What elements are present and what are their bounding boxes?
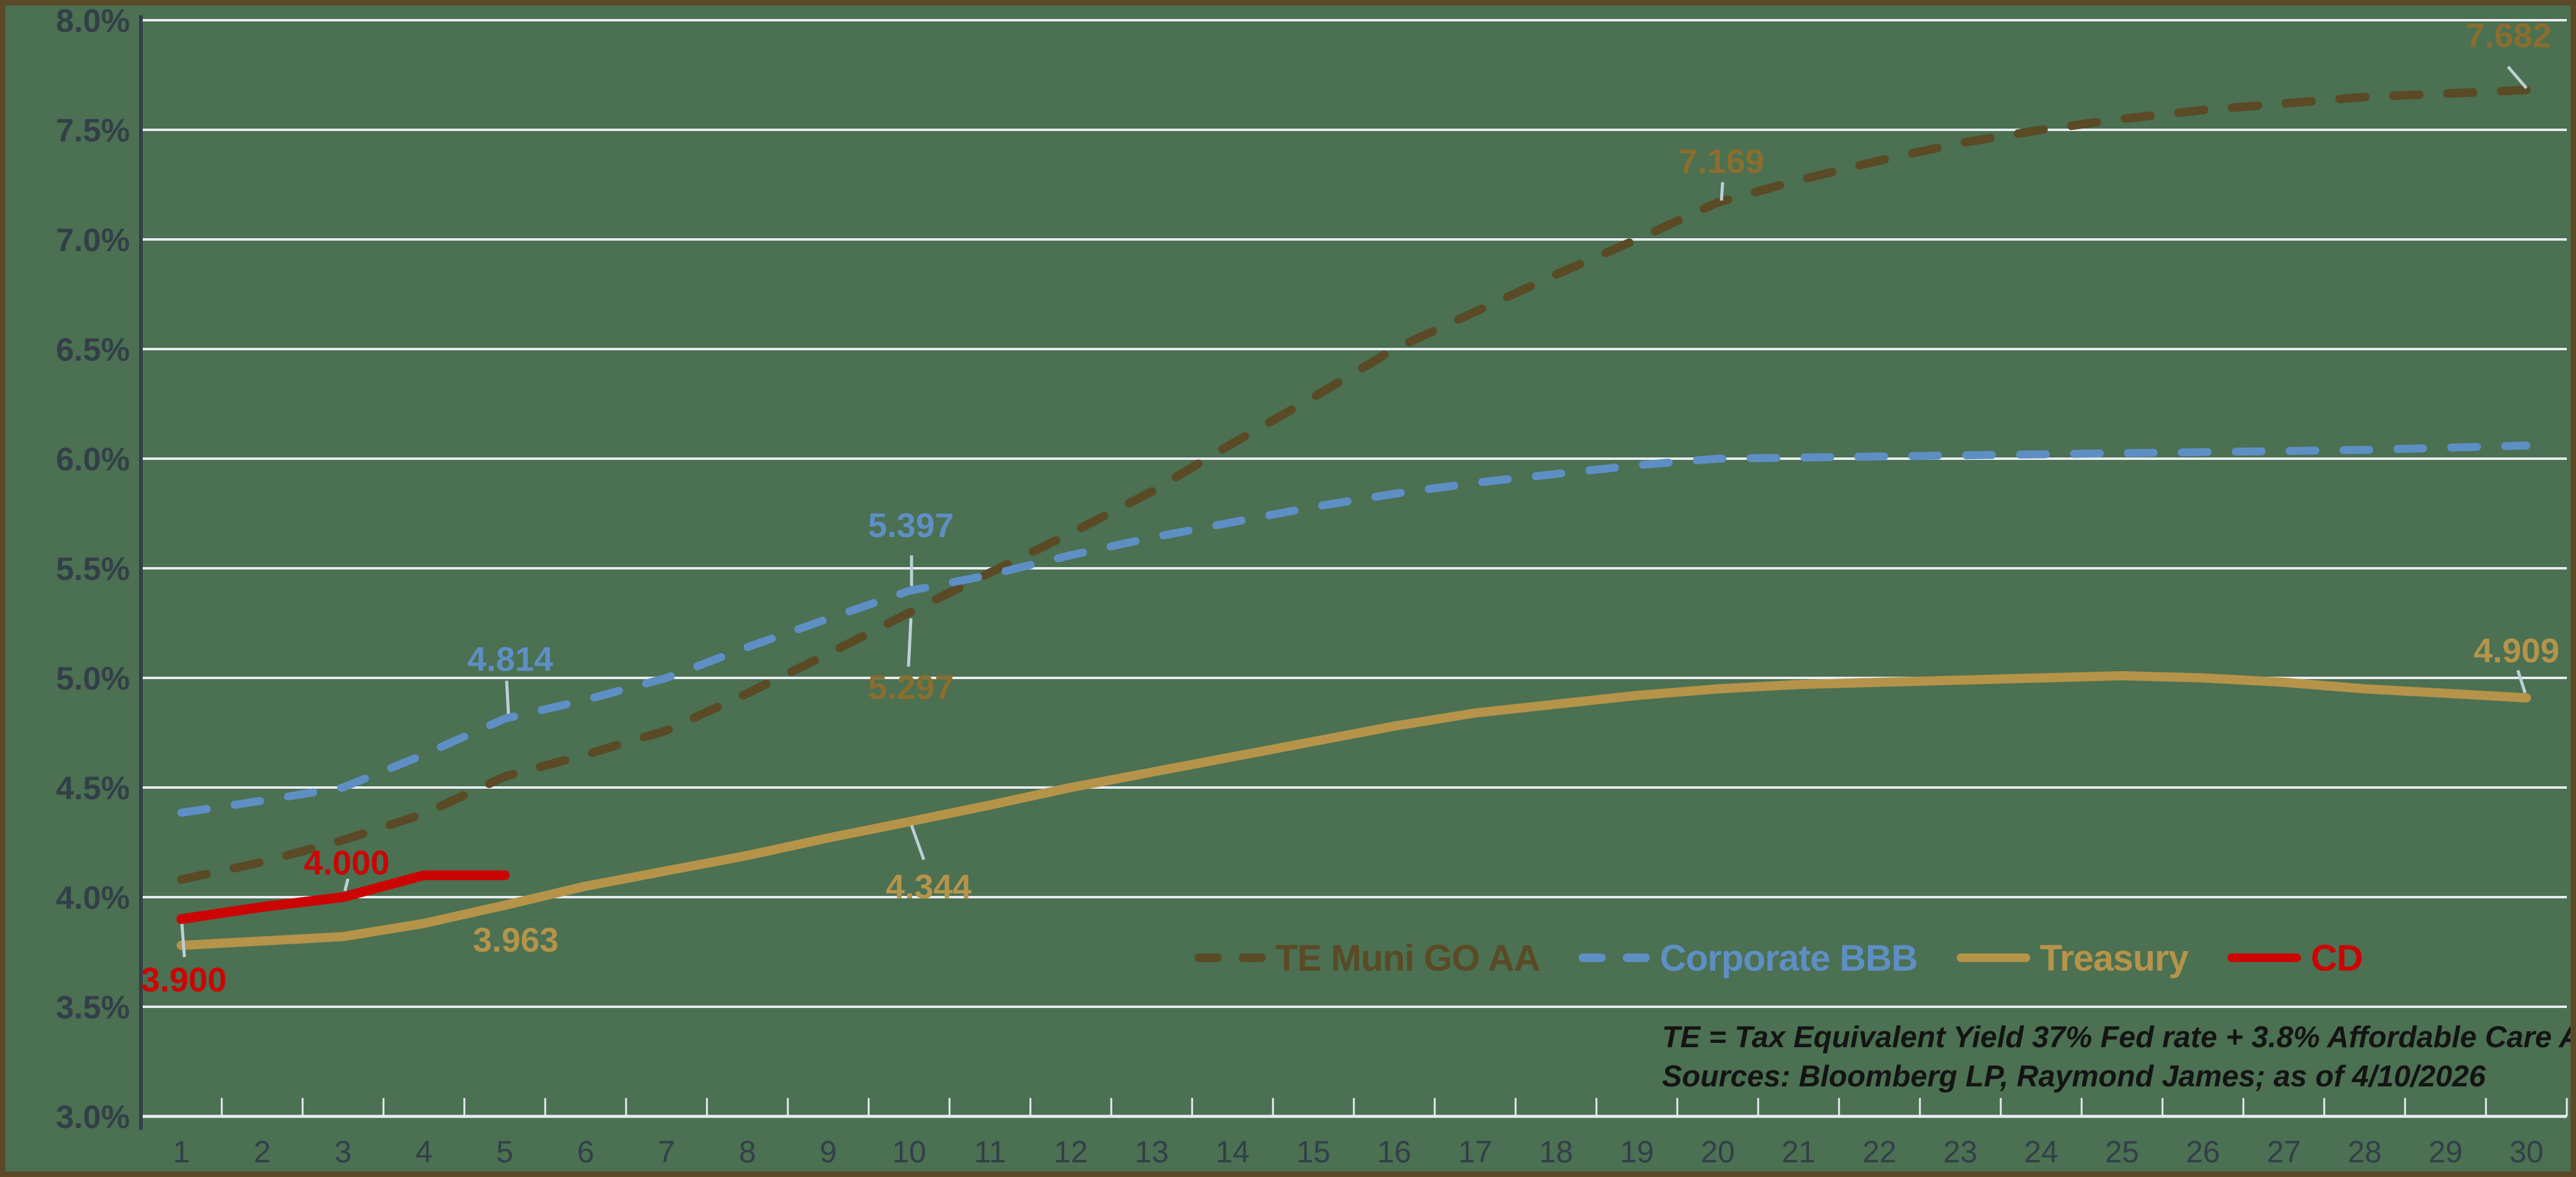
- y-axis-tick-label: 7.5%: [56, 113, 130, 149]
- y-axis-tick-label: 5.0%: [56, 661, 130, 697]
- data-label: 5.397: [868, 506, 954, 544]
- x-axis-tick-label: 5: [496, 1135, 513, 1169]
- data-label-leader-line: [343, 878, 350, 892]
- solid-line-sample-icon: [2227, 953, 2301, 962]
- data-label-leader-line: [910, 825, 926, 860]
- y-axis-tick-label: 4.0%: [56, 880, 130, 916]
- x-axis-tick-label: 30: [2509, 1135, 2544, 1169]
- x-axis-tick-label: 16: [1377, 1135, 1411, 1169]
- x-axis-tick-label: 27: [2267, 1135, 2301, 1169]
- data-label: 4.000: [304, 843, 390, 882]
- legend-label: CD: [2310, 937, 2363, 979]
- x-axis-tick-label: 22: [1862, 1135, 1897, 1169]
- y-axis-tick-label: 3.5%: [56, 990, 130, 1026]
- legend-label: Corporate BBB: [1660, 937, 1917, 979]
- x-axis-tick-label: 11: [974, 1135, 1006, 1169]
- x-axis-tick-label: 9: [820, 1135, 837, 1169]
- data-label-leader-line: [2516, 669, 2527, 694]
- legend-label: Treasury: [2039, 937, 2189, 979]
- x-axis-tick-label: 21: [1781, 1135, 1816, 1169]
- chart-footnote: TE = Tax Equivalent Yield 37% Fed rate +…: [1662, 1018, 2576, 1096]
- x-axis-tick-label: 29: [2428, 1135, 2463, 1169]
- x-axis-tick-label: 6: [577, 1135, 594, 1169]
- x-axis-tick-label: 28: [2347, 1135, 2382, 1169]
- x-axis-tick-label: 20: [1701, 1135, 1735, 1169]
- solid-line-sample-icon: [1956, 953, 2030, 962]
- data-label: 7.169: [1679, 141, 1764, 180]
- legend-item-te-muni-go-aa: TE Muni GO AA: [1195, 937, 1540, 979]
- x-axis-tick-label: 4: [415, 1135, 432, 1169]
- x-axis-tick-label: 3: [334, 1135, 352, 1169]
- y-axis-tick-label: 5.5%: [56, 551, 130, 587]
- y-axis-tick-label: 3.0%: [56, 1099, 130, 1135]
- data-label: 3.963: [473, 920, 559, 959]
- data-label: 4.909: [2474, 631, 2559, 670]
- x-axis-tick-label: 12: [1054, 1135, 1088, 1169]
- footnote-line-1: TE = Tax Equivalent Yield 37% Fed rate +…: [1662, 1021, 2576, 1054]
- series-line-corporate-bbb: [177, 442, 2531, 817]
- y-axis-tick-label: 4.5%: [56, 770, 130, 807]
- dashed-line-sample-icon: [1195, 953, 1266, 962]
- x-axis-tick-label: 24: [2024, 1135, 2058, 1169]
- x-axis-tick-label: 8: [739, 1135, 756, 1169]
- data-label: 4.344: [886, 867, 972, 906]
- data-label: 4.814: [467, 640, 553, 679]
- data-label: 5.297: [868, 668, 954, 707]
- x-axis-tick-label: 26: [2186, 1135, 2220, 1169]
- series-line-te-muni-go-aa: [177, 85, 2531, 884]
- series-line-cd: [176, 870, 510, 924]
- x-axis-tick-label: 18: [1539, 1135, 1573, 1169]
- data-label-leader-line: [180, 923, 186, 957]
- x-axis-tick-label: 17: [1458, 1135, 1492, 1169]
- y-axis-tick-label: 6.0%: [56, 442, 130, 478]
- legend-item-corporate-bbb: Corporate BBB: [1579, 937, 1918, 979]
- data-label: 3.900: [141, 960, 227, 999]
- x-axis-tick-label: 10: [892, 1135, 926, 1169]
- x-axis-tick-label: 19: [1620, 1135, 1654, 1169]
- y-axis-tick-label: 8.0%: [56, 3, 130, 39]
- data-label: 7.682: [2466, 16, 2551, 55]
- data-label-leader-line: [2507, 66, 2528, 89]
- dashed-line-sample-icon: [1579, 953, 1650, 962]
- y-axis-tick-label: 6.5%: [56, 332, 130, 368]
- x-axis-tick-label: 1: [173, 1135, 190, 1169]
- chart-legend: TE Muni GO AA Corporate BBB Treasury CD: [1195, 933, 2363, 982]
- data-label-leader-line: [505, 680, 510, 714]
- data-label-leader-line: [1720, 182, 1724, 201]
- x-axis-tick-label: 13: [1135, 1135, 1169, 1169]
- legend-item-treasury: Treasury: [1956, 937, 2189, 979]
- x-axis-tick-label: 2: [254, 1135, 271, 1169]
- x-axis-tick-label: 25: [2105, 1135, 2139, 1169]
- x-axis-tick-label: 23: [1943, 1135, 1977, 1169]
- footnote-line-2: Sources: Bloomberg LP, Raymond James; as…: [1662, 1060, 2486, 1093]
- x-axis-tick-label: 7: [658, 1135, 675, 1169]
- data-label-leader-line: [907, 618, 913, 667]
- series-line-treasury: [176, 671, 2531, 950]
- x-axis-tick-label: 14: [1215, 1135, 1250, 1169]
- x-axis-tick-label: 15: [1296, 1135, 1331, 1169]
- legend-label: TE Muni GO AA: [1275, 937, 1540, 979]
- y-axis-tick-label: 7.0%: [56, 222, 130, 258]
- legend-item-cd: CD: [2227, 937, 2363, 979]
